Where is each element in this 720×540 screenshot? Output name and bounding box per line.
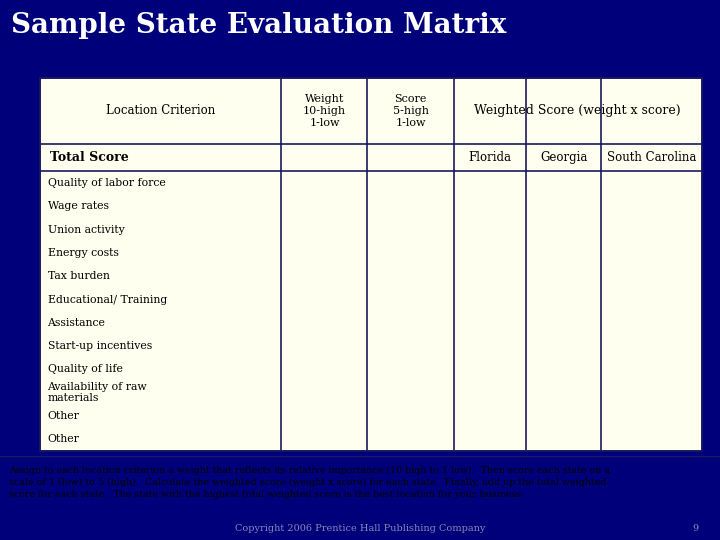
- Text: Assistance: Assistance: [48, 318, 105, 328]
- Text: Georgia: Georgia: [540, 151, 588, 164]
- Text: Location Criterion: Location Criterion: [106, 104, 215, 117]
- Text: Energy costs: Energy costs: [48, 248, 118, 258]
- Text: Copyright 2006 Prentice Hall Publishing Company: Copyright 2006 Prentice Hall Publishing …: [235, 524, 485, 532]
- Text: Educational/ Training: Educational/ Training: [48, 294, 167, 305]
- Text: Start-up incentives: Start-up incentives: [48, 341, 152, 351]
- Text: South Carolina: South Carolina: [607, 151, 696, 164]
- Text: Total Score: Total Score: [50, 151, 128, 164]
- Text: Sample State Evaluation Matrix: Sample State Evaluation Matrix: [11, 12, 506, 39]
- Text: Weight
10-high
1-low: Weight 10-high 1-low: [303, 93, 346, 129]
- Text: Quality of life: Quality of life: [48, 364, 122, 374]
- FancyBboxPatch shape: [40, 78, 702, 451]
- Text: Assign to each location criterion a weight that reflects its relative importance: Assign to each location criterion a weig…: [9, 465, 610, 498]
- Text: Quality of labor force: Quality of labor force: [48, 178, 166, 188]
- Text: Weighted Score (weight x score): Weighted Score (weight x score): [474, 104, 681, 117]
- Text: 9: 9: [692, 524, 698, 532]
- Text: Other: Other: [48, 434, 79, 444]
- Text: Tax burden: Tax burden: [48, 271, 109, 281]
- Text: Union activity: Union activity: [48, 225, 125, 235]
- Text: Availability of raw
materials: Availability of raw materials: [48, 382, 147, 403]
- Text: Score
5-high
1-low: Score 5-high 1-low: [392, 93, 428, 129]
- Text: Other: Other: [48, 411, 79, 421]
- Text: Wage rates: Wage rates: [48, 201, 109, 211]
- Text: Florida: Florida: [469, 151, 511, 164]
